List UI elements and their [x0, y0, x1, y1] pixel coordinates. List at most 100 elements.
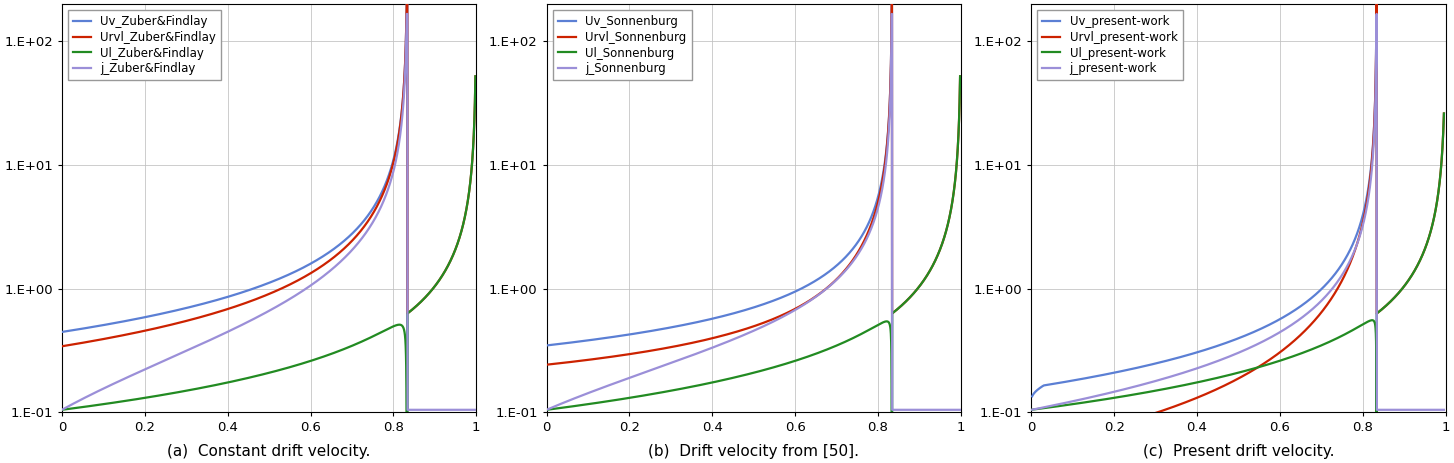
Line: Urvl_Sonnenburg: Urvl_Sonnenburg: [548, 4, 960, 364]
Ul_Sonnenburg: [951, 74, 968, 79]
Urvl_Sonnenburg: [712, 333, 730, 339]
j_Zuber&Findlay: [398, 407, 416, 413]
j_Sonnenburg: [734, 332, 752, 338]
Uv_Zuber&Findlay: [250, 284, 268, 289]
Urvl_Sonnenburg: [883, 1, 900, 7]
j_present-work: [1423, 407, 1441, 413]
Urvl_Sonnenburg: [951, 74, 968, 79]
j_present-work: [1368, 11, 1386, 17]
Urvl_Zuber&Findlay: [398, 1, 416, 7]
Line: Ul_present-work: Ul_present-work: [1032, 113, 1444, 463]
Uv_present-work: [1200, 346, 1217, 351]
Line: Uv_Sonnenburg: Uv_Sonnenburg: [548, 4, 960, 463]
Ul_Zuber&Findlay: [227, 378, 244, 383]
Ul_present-work: [1200, 377, 1217, 383]
Ul_present-work: [1422, 226, 1439, 232]
Line: j_Sonnenburg: j_Sonnenburg: [548, 14, 960, 410]
X-axis label: (b)  Drift velocity from [50].: (b) Drift velocity from [50].: [648, 444, 859, 459]
Ul_Zuber&Findlay: [231, 377, 249, 383]
Ul_Zuber&Findlay: [250, 373, 268, 378]
Line: j_present-work: j_present-work: [1032, 14, 1444, 410]
Legend: Uv_Sonnenburg, Urvl_Sonnenburg, Ul_Sonnenburg, j_Sonnenburg: Uv_Sonnenburg, Urvl_Sonnenburg, Ul_Sonne…: [553, 10, 692, 81]
j_present-work: [1197, 363, 1214, 369]
Uv_Sonnenburg: [715, 313, 733, 319]
Line: Ul_Zuber&Findlay: Ul_Zuber&Findlay: [63, 76, 475, 463]
j_Zuber&Findlay: [54, 407, 71, 412]
Uv_Sonnenburg: [839, 253, 856, 258]
j_Zuber&Findlay: [231, 323, 249, 329]
j_Zuber&Findlay: [353, 235, 371, 240]
Uv_Sonnenburg: [883, 1, 900, 7]
Urvl_present-work: [1323, 296, 1341, 301]
Urvl_present-work: [1218, 381, 1236, 387]
j_Sonnenburg: [919, 407, 936, 413]
Uv_Zuber&Findlay: [353, 219, 371, 225]
j_Zuber&Findlay: [227, 325, 244, 331]
Line: Uv_Zuber&Findlay: Uv_Zuber&Findlay: [63, 4, 475, 463]
Uv_present-work: [1197, 347, 1214, 353]
Urvl_Zuber&Findlay: [454, 223, 471, 229]
Urvl_Sonnenburg: [939, 223, 957, 229]
Urvl_Sonnenburg: [919, 273, 936, 278]
Uv_Sonnenburg: [734, 308, 752, 313]
Uv_Zuber&Findlay: [398, 1, 416, 7]
Uv_present-work: [1218, 339, 1236, 345]
j_Sonnenburg: [951, 407, 968, 413]
Ul_present-work: [1323, 338, 1341, 344]
Urvl_Sonnenburg: [539, 362, 557, 367]
Urvl_present-work: [1197, 392, 1214, 397]
Ul_Sonnenburg: [919, 273, 936, 278]
Ul_Sonnenburg: [939, 223, 957, 229]
Ul_present-work: [1435, 111, 1453, 116]
Ul_present-work: [1402, 274, 1419, 280]
Line: Ul_Sonnenburg: Ul_Sonnenburg: [548, 76, 960, 463]
Uv_present-work: [1024, 394, 1041, 399]
Urvl_Sonnenburg: [715, 332, 733, 338]
Urvl_Sonnenburg: [839, 265, 856, 270]
Ul_Zuber&Findlay: [353, 338, 371, 344]
Urvl_Zuber&Findlay: [353, 226, 371, 232]
j_Sonnenburg: [884, 407, 901, 413]
Urvl_Zuber&Findlay: [227, 303, 244, 309]
j_Zuber&Findlay: [467, 407, 484, 413]
j_present-work: [1323, 287, 1341, 293]
Ul_Zuber&Findlay: [433, 273, 451, 278]
j_Zuber&Findlay: [250, 313, 268, 319]
Ul_Zuber&Findlay: [454, 223, 471, 229]
Ul_present-work: [1024, 407, 1041, 413]
Urvl_Zuber&Findlay: [250, 295, 268, 301]
Urvl_present-work: [1200, 390, 1217, 396]
Legend: Uv_Zuber&Findlay, Urvl_Zuber&Findlay, Ul_Zuber&Findlay, j_Zuber&Findlay: Uv_Zuber&Findlay, Urvl_Zuber&Findlay, Ul…: [68, 10, 221, 81]
Urvl_Zuber&Findlay: [54, 344, 71, 349]
j_Sonnenburg: [839, 266, 856, 271]
Legend: Uv_present-work, Urvl_present-work, Ul_present-work, j_present-work: Uv_present-work, Urvl_present-work, Ul_p…: [1037, 10, 1184, 81]
Line: j_Zuber&Findlay: j_Zuber&Findlay: [63, 14, 475, 410]
Line: Urvl_Zuber&Findlay: Urvl_Zuber&Findlay: [63, 4, 475, 346]
Ul_Sonnenburg: [715, 377, 733, 382]
j_present-work: [1402, 407, 1419, 413]
Ul_Zuber&Findlay: [54, 407, 71, 413]
Uv_Zuber&Findlay: [227, 292, 244, 297]
Urvl_present-work: [1422, 226, 1439, 232]
Ul_Sonnenburg: [712, 378, 730, 383]
X-axis label: (a)  Constant drift velocity.: (a) Constant drift velocity.: [167, 444, 371, 459]
j_Sonnenburg: [939, 407, 957, 413]
Ul_present-work: [1197, 378, 1214, 383]
Urvl_present-work: [1402, 274, 1419, 280]
Uv_Zuber&Findlay: [54, 329, 71, 335]
Uv_present-work: [1368, 1, 1386, 7]
Ul_present-work: [1218, 373, 1236, 378]
j_Zuber&Findlay: [454, 407, 471, 413]
Line: Urvl_present-work: Urvl_present-work: [1032, 4, 1444, 463]
Ul_Zuber&Findlay: [467, 74, 484, 79]
j_present-work: [1368, 407, 1386, 413]
Ul_Sonnenburg: [734, 373, 752, 378]
j_Zuber&Findlay: [398, 11, 416, 17]
X-axis label: (c)  Present drift velocity.: (c) Present drift velocity.: [1143, 444, 1335, 459]
Urvl_Zuber&Findlay: [231, 302, 249, 308]
j_present-work: [1200, 362, 1217, 367]
j_Sonnenburg: [883, 11, 900, 17]
j_present-work: [1024, 407, 1041, 413]
Uv_Sonnenburg: [539, 343, 557, 348]
Urvl_present-work: [1368, 1, 1386, 7]
